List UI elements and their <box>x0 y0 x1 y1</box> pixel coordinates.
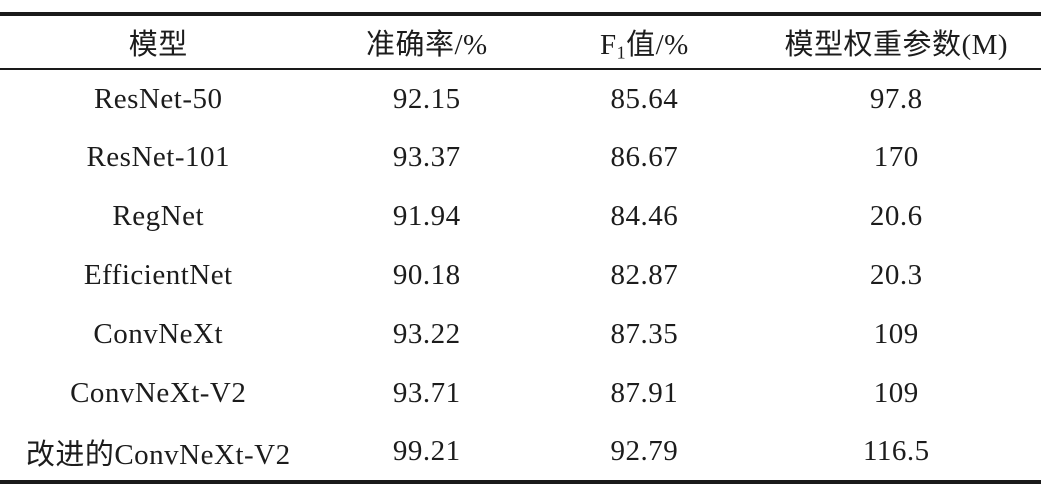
cell-accuracy: 99.21 <box>392 435 461 467</box>
cell-model: ResNet-50 <box>93 82 223 115</box>
cell-model: RegNet <box>112 200 205 232</box>
cell-params: 97.8 <box>869 82 923 115</box>
cell-params: 109 <box>873 318 919 350</box>
table-row: ConvNeXt-V2 93.71 87.91 109 <box>0 364 1041 423</box>
cell-f1: 85.64 <box>610 82 679 115</box>
header-accuracy: 准确率/% <box>365 29 488 61</box>
table-row: RegNet 91.94 84.46 20.6 <box>0 187 1041 246</box>
cell-params: 20.6 <box>869 200 923 232</box>
f1-label-subscript: 1 <box>616 42 627 63</box>
cell-f1: 82.87 <box>610 259 679 291</box>
table-row: EfficientNet 90.18 82.87 20.3 <box>0 246 1041 305</box>
header-row: 模型 准确率/% F1值/% 模型权重参数(M) <box>0 14 1041 69</box>
cell-params: 109 <box>873 377 919 409</box>
cell-accuracy: 91.94 <box>392 200 461 232</box>
cell-model: ResNet-101 <box>86 141 230 173</box>
table-row: ResNet-50 92.15 85.64 97.8 <box>0 69 1041 128</box>
f1-label-suffix: 值/% <box>626 29 689 61</box>
cell-accuracy: 93.37 <box>392 141 461 173</box>
cell-model: EfficientNet <box>83 259 233 291</box>
cell-f1: 87.35 <box>610 318 679 350</box>
cell-accuracy: 92.15 <box>392 82 461 115</box>
table-row: 改进的ConvNeXt-V2 99.21 92.79 116.5 <box>0 423 1041 482</box>
header-model: 模型 <box>128 29 188 61</box>
cell-f1: 92.79 <box>610 435 679 467</box>
cell-f1: 86.67 <box>610 141 679 173</box>
cell-model: ConvNeXt <box>93 318 224 350</box>
cell-f1: 87.91 <box>610 377 679 409</box>
table-row: ResNet-101 93.37 86.67 170 <box>0 128 1041 187</box>
f1-label-prefix: F <box>599 29 617 61</box>
table-body: ResNet-50 92.15 85.64 97.8 ResNet-101 93… <box>0 69 1041 482</box>
model-comparison-table: 模型 准确率/% F1值/% 模型权重参数(M) ResNet-50 92.15… <box>0 12 1041 484</box>
table-header: 模型 准确率/% F1值/% 模型权重参数(M) <box>0 14 1041 69</box>
cell-accuracy: 93.22 <box>392 318 461 350</box>
cell-params: 116.5 <box>862 435 930 467</box>
cell-params: 20.3 <box>869 259 923 291</box>
header-params: 模型权重参数(M) <box>784 29 1009 61</box>
cell-accuracy: 93.71 <box>392 377 461 409</box>
cell-model: ConvNeXt-V2 <box>70 377 247 409</box>
cell-accuracy: 90.18 <box>392 259 461 291</box>
cell-params: 170 <box>873 141 919 173</box>
cell-f1: 84.46 <box>610 200 679 232</box>
table-row: ConvNeXt 93.22 87.35 109 <box>0 305 1041 364</box>
header-f1: F1值/% <box>537 14 751 69</box>
cell-model: 改进的ConvNeXt-V2 <box>25 438 291 471</box>
